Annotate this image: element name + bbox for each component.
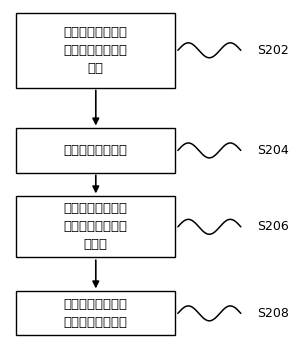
Bar bbox=[17, 128, 175, 172]
Text: S206: S206 bbox=[257, 220, 289, 233]
Bar bbox=[17, 196, 175, 257]
Bar bbox=[17, 13, 175, 88]
Bar bbox=[17, 291, 175, 335]
Text: S204: S204 bbox=[257, 144, 289, 157]
Text: 设定目标室内环境: 设定目标室内环境 bbox=[64, 144, 128, 157]
Text: S202: S202 bbox=[257, 44, 289, 57]
Text: 获取中央空调动态
水力平衡计算所需
数据: 获取中央空调动态 水力平衡计算所需 数据 bbox=[64, 26, 128, 75]
Text: S208: S208 bbox=[257, 307, 289, 320]
Text: 控制中央空调系统
运行控制参数曲线: 控制中央空调系统 运行控制参数曲线 bbox=[64, 298, 128, 329]
Text: 根据获取数据及设
定数据计算控制参
数曲线: 根据获取数据及设 定数据计算控制参 数曲线 bbox=[64, 202, 128, 251]
